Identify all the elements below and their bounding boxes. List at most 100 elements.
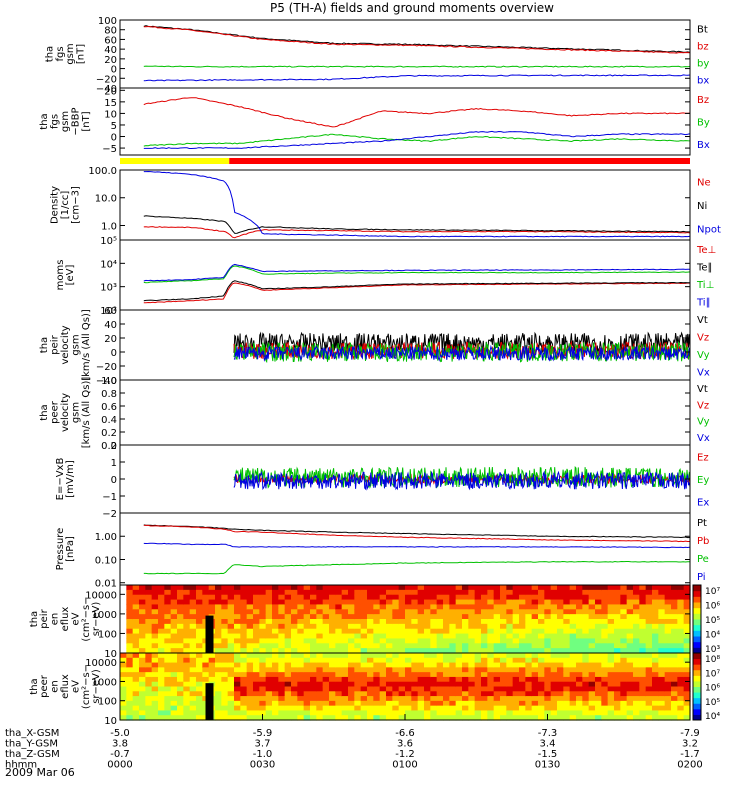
spectrogram-cell [519, 594, 526, 601]
spectrogram-cell [500, 700, 507, 707]
spectrogram-cell [284, 715, 292, 721]
spectrogram-cell [392, 686, 400, 692]
y-axis-label-line: peer [50, 400, 61, 424]
spectrogram-cell [398, 609, 406, 615]
spectrogram-cell [341, 691, 349, 697]
spectrogram-cell [120, 662, 127, 668]
spectrogram-cell [151, 594, 159, 601]
spectrogram-cell [297, 676, 305, 683]
spectrogram-cell [303, 681, 311, 688]
spectrogram-cell [671, 633, 678, 640]
spectrogram-cell [614, 619, 621, 625]
spectrogram-cell [405, 619, 412, 625]
spectrogram-cell [531, 638, 539, 644]
spectrogram-cell [348, 691, 355, 697]
spectrogram-cell [348, 623, 355, 630]
spectrogram-cell [151, 653, 159, 659]
spectrogram-cell [652, 681, 659, 688]
spectrogram-cell [671, 614, 678, 620]
spectrogram-cell [196, 710, 203, 716]
spectrogram-cell [145, 686, 153, 692]
spectrogram-cell [588, 686, 596, 692]
spectrogram-cell [474, 614, 482, 620]
spectrogram-cell [588, 619, 596, 625]
footer-row-value: -1.0 [253, 749, 273, 760]
spectrogram-cell [506, 705, 514, 712]
spectrogram-cell [525, 676, 533, 683]
spectrogram-cell [367, 638, 374, 644]
colorbar-tick-label: 10⁵ [705, 616, 720, 626]
spectrogram-cell [335, 594, 343, 601]
spectrogram-cell [487, 619, 495, 625]
spectrogram-cell [519, 614, 526, 620]
spectrogram-cell [626, 662, 634, 668]
spectrogram-cell [626, 599, 634, 606]
spectrogram-cell [443, 686, 450, 692]
spectrogram-cell [177, 676, 184, 683]
spectrogram-cell [139, 662, 146, 668]
spectrogram-cell [455, 638, 463, 644]
y-tick-label: 0 [111, 65, 117, 76]
spectrogram-cell [189, 589, 197, 596]
spectrogram-cell [183, 653, 191, 659]
spectrogram-cell [633, 638, 640, 644]
spectrogram-cell [677, 609, 685, 615]
spectrogram-cell [253, 667, 260, 673]
spectrogram-cell [132, 662, 140, 668]
spectrogram-cell [443, 633, 450, 640]
spectrogram-cell [550, 676, 558, 683]
spectrogram-cell [367, 628, 374, 635]
spectrogram-cell [291, 638, 298, 644]
spectrogram-cell [500, 710, 507, 716]
spectrogram-cell [500, 662, 507, 668]
quality-bar-yellow [120, 158, 230, 164]
spectrogram-cell [614, 657, 621, 664]
spectrogram-cell [367, 599, 374, 606]
spectrogram-cell [411, 662, 419, 668]
colorbar-segment [693, 680, 701, 687]
spectrogram-cell [348, 604, 355, 610]
spectrogram-cell [658, 599, 666, 606]
spectrogram-cell [183, 599, 191, 606]
spectrogram-cell [392, 667, 400, 673]
colorbar-segment [693, 641, 701, 648]
spectrogram-cell [424, 614, 431, 620]
spectrogram-cell [303, 700, 311, 707]
spectrogram-cell [569, 653, 577, 659]
spectrogram-cell [557, 638, 564, 644]
spectrogram-cell [373, 585, 381, 591]
spectrogram-cell [151, 643, 159, 649]
spectrogram-cell [506, 638, 514, 644]
spectrogram-cell [500, 623, 507, 630]
spectrogram-cell [202, 589, 210, 596]
spectrogram-cell [683, 667, 691, 673]
spectrogram-cell [436, 657, 444, 664]
spectrogram-cell [588, 657, 596, 664]
colorbar-tick-label: 10⁷ [705, 587, 720, 597]
spectrogram-cell [145, 648, 153, 654]
spectrogram-cell [303, 672, 311, 678]
spectrogram-cell [626, 609, 634, 615]
spectrogram-cell [215, 589, 222, 596]
spectrogram-cell [525, 667, 533, 673]
spectrogram-cell [246, 633, 254, 640]
spectrogram-cell [500, 667, 507, 673]
spectrogram-cell [322, 628, 330, 635]
spectrogram-cell [246, 643, 254, 649]
spectrogram-cell [576, 676, 583, 683]
legend-Bx: Bx [697, 140, 710, 151]
spectrogram-cell [221, 623, 229, 630]
spectrogram-cell [607, 696, 615, 702]
spectrogram-cell [652, 662, 659, 668]
spectrogram-cell [430, 715, 438, 721]
spectrogram-cell [259, 691, 267, 697]
spectrogram-cell [525, 614, 533, 620]
legend-Vt: Vt [697, 315, 708, 326]
spectrogram-cell [360, 643, 368, 649]
spectrogram-cell [265, 710, 273, 716]
spectrogram-cell [607, 599, 615, 606]
spectrogram-cell [449, 609, 457, 615]
y-tick-label: 2 [111, 441, 117, 452]
panel-frame-temperature [119, 239, 691, 311]
spectrogram-cell [196, 672, 203, 678]
